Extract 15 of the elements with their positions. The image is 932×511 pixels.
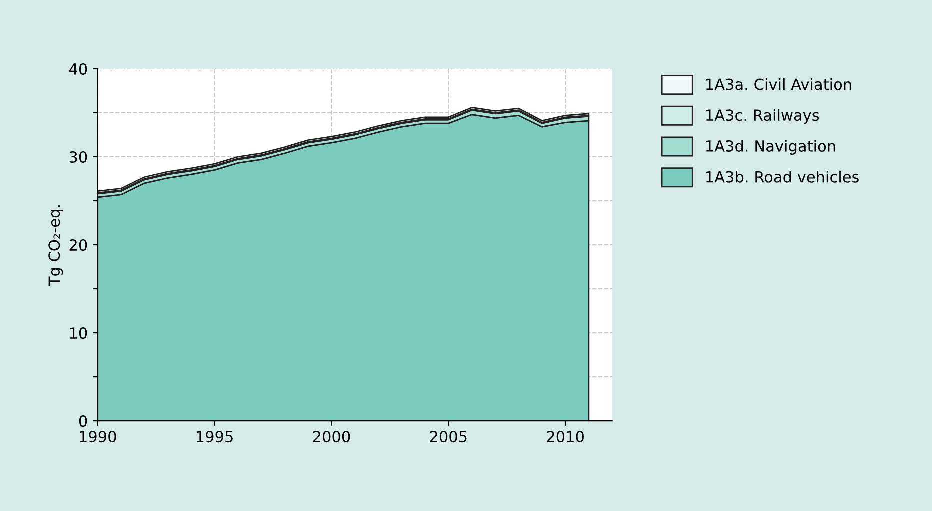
x-tick-label: 1995 bbox=[197, 431, 233, 443]
y-tick-label: 40 bbox=[69, 63, 88, 76]
y-tick-label: 0 bbox=[79, 416, 88, 428]
x-tick-label: 2000 bbox=[313, 431, 350, 443]
y-axis-title: Tg CO₂-eq. bbox=[48, 206, 64, 286]
legend-label: 1A3c. Railways bbox=[706, 109, 820, 124]
legend-label: 1A3d. Navigation bbox=[706, 140, 836, 155]
legend-label: 1A3a. Civil Aviation bbox=[706, 78, 852, 90]
x-tick-label: 1990 bbox=[80, 431, 116, 443]
y-tick-label: 20 bbox=[70, 239, 88, 252]
x-tick-label: 2005 bbox=[430, 431, 467, 443]
legend-label: 1A3b. Road vehicles bbox=[706, 171, 859, 183]
y-tick-label: 10 bbox=[70, 328, 88, 340]
y-tick-label: 30 bbox=[70, 151, 88, 164]
x-tick-label: 2010 bbox=[547, 431, 584, 443]
